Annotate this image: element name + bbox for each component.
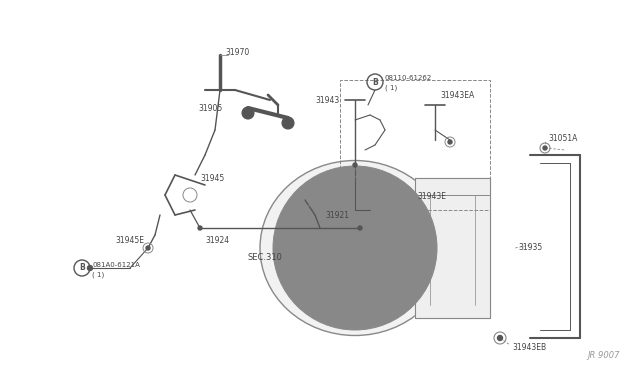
Circle shape — [242, 107, 254, 119]
Circle shape — [146, 246, 150, 250]
Text: B: B — [79, 263, 85, 273]
Text: 31943E: 31943E — [417, 192, 446, 201]
Circle shape — [497, 336, 502, 340]
Circle shape — [323, 216, 387, 280]
Circle shape — [88, 266, 93, 270]
Circle shape — [448, 140, 452, 144]
Bar — [340, 80, 490, 210]
Text: JR 9007: JR 9007 — [588, 351, 620, 360]
Text: SEC.310: SEC.310 — [248, 253, 283, 263]
Polygon shape — [415, 178, 490, 318]
Circle shape — [282, 117, 294, 129]
Text: 31051A: 31051A — [548, 134, 577, 142]
FancyBboxPatch shape — [354, 184, 391, 211]
Circle shape — [273, 166, 437, 330]
Ellipse shape — [260, 160, 450, 336]
Text: 31924: 31924 — [205, 235, 229, 244]
Text: 31945E: 31945E — [115, 235, 144, 244]
Text: 31905: 31905 — [198, 103, 222, 112]
Circle shape — [351, 244, 359, 252]
Text: 31935: 31935 — [518, 244, 542, 253]
Text: ( 1): ( 1) — [385, 85, 397, 91]
Circle shape — [307, 200, 403, 296]
Circle shape — [353, 163, 357, 167]
Circle shape — [347, 240, 363, 256]
Circle shape — [198, 226, 202, 230]
Text: 31943: 31943 — [315, 96, 339, 105]
Text: 31943EB: 31943EB — [512, 343, 546, 353]
Circle shape — [543, 146, 547, 150]
Text: 08110-61262: 08110-61262 — [385, 75, 432, 81]
Circle shape — [337, 230, 373, 266]
Text: 31970: 31970 — [225, 48, 249, 57]
Text: ( 1): ( 1) — [92, 272, 104, 278]
Text: 31921: 31921 — [325, 211, 349, 219]
Text: 31943EA: 31943EA — [440, 90, 474, 99]
Text: B: B — [372, 77, 378, 87]
Text: 081A0-6121A: 081A0-6121A — [92, 262, 140, 268]
Circle shape — [290, 183, 420, 313]
Text: 31945: 31945 — [200, 173, 224, 183]
Circle shape — [358, 226, 362, 230]
